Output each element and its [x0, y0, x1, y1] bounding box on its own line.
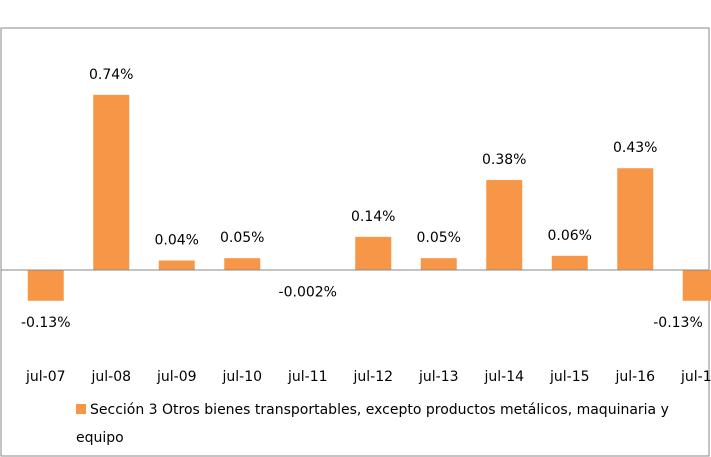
data-label: 0.14% [351, 209, 395, 225]
bar [355, 236, 392, 270]
bar [27, 270, 64, 301]
data-label: 0.43% [613, 140, 657, 156]
frame [0, 27, 710, 457]
data-label: 0.38% [482, 152, 526, 168]
data-label: -0.002% [279, 284, 337, 300]
bar [486, 180, 523, 270]
legend-label: Sección 3 Otros bienes transportables, e… [76, 402, 669, 446]
data-label: -0.13% [653, 315, 703, 331]
x-tick-label: jul-07 [25, 369, 66, 385]
data-label: 0.06% [548, 228, 592, 244]
bar [682, 270, 711, 301]
data-label: -0.13% [21, 315, 71, 331]
data-label: 0.05% [417, 230, 461, 246]
data-label: 0.04% [155, 233, 199, 249]
x-tick-label: jul-17 [680, 369, 711, 385]
legend: Sección 3 Otros bienes transportables, e… [76, 396, 696, 452]
x-tick-label: jul-09 [156, 369, 197, 385]
x-tick-label: jul-11 [287, 369, 328, 385]
x-tick-label: jul-13 [418, 369, 459, 385]
legend-swatch [76, 404, 86, 414]
bar [551, 255, 588, 270]
bar [224, 258, 261, 270]
data-label: 0.74% [89, 67, 133, 83]
x-tick-label: jul-08 [90, 369, 131, 385]
x-tick-label: jul-10 [221, 369, 262, 385]
bar [420, 258, 457, 270]
x-tick-label: jul-16 [614, 369, 655, 385]
bar [93, 94, 130, 270]
data-label: 0.05% [220, 230, 264, 246]
bar [617, 168, 654, 270]
x-tick-label: jul-15 [549, 369, 590, 385]
x-tick-label: jul-14 [483, 369, 524, 385]
x-tick-label: jul-12 [352, 369, 393, 385]
bar [158, 260, 195, 270]
